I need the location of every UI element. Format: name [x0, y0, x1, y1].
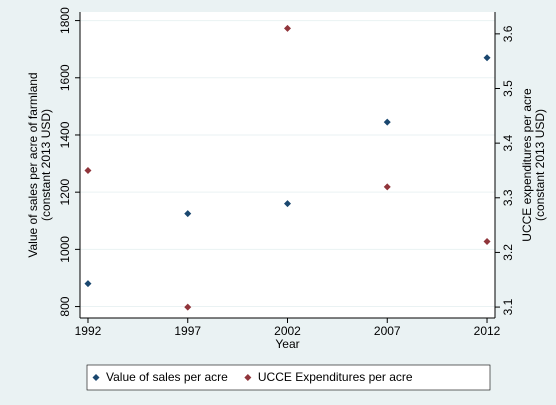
point [184, 210, 192, 218]
y2-tick-label: 3.1 [501, 298, 515, 315]
point [284, 200, 291, 208]
y-axis-title: Value of sales per acre of farmland [26, 72, 40, 257]
x-tick-label: 1992 [75, 324, 102, 338]
y-tick-label: 1600 [58, 64, 72, 91]
y2-tick-label: 3.4 [501, 134, 515, 151]
y-tick-label: 1000 [58, 236, 72, 263]
y2-tick-label: 3.2 [501, 244, 515, 261]
point [483, 54, 491, 62]
y2-axis-title: UCCE expenditures per acre [520, 88, 534, 242]
legend-marker [92, 374, 100, 381]
x-tick-label: 2012 [474, 324, 501, 338]
y-tick-label: 1800 [58, 7, 72, 34]
x-tick-label: 2007 [374, 324, 401, 338]
y-tick-label: 1400 [58, 121, 72, 148]
point [383, 183, 391, 191]
x-tick-label: 2002 [274, 324, 301, 338]
point [383, 118, 391, 126]
y2-tick-label: 3.6 [501, 25, 515, 42]
point [483, 238, 491, 245]
point [84, 166, 92, 174]
legend-marker [244, 374, 252, 381]
point [184, 303, 192, 311]
legend-label: UCCE Expenditures per acre [258, 370, 413, 384]
y2-tick-label: 3.5 [501, 80, 515, 97]
point [84, 280, 92, 288]
legend-box [86, 364, 491, 391]
x-axis-title: Year [275, 337, 299, 351]
x-tick-label: 1997 [174, 324, 201, 338]
y-tick-label: 800 [58, 296, 72, 316]
plot-area [80, 12, 495, 318]
point [284, 24, 291, 32]
legend-label: Value of sales per acre [106, 370, 228, 384]
y-axis-title: (constant 2013 USD) [39, 109, 53, 221]
y-tick-label: 1200 [58, 178, 72, 205]
y2-axis-title: (constant 2013 USD) [533, 109, 547, 221]
y2-tick-label: 3.3 [501, 189, 515, 206]
